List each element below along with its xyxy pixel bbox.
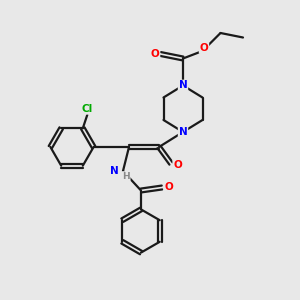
Text: H: H: [122, 172, 130, 181]
Text: O: O: [173, 160, 182, 170]
Text: N: N: [110, 166, 119, 176]
Text: O: O: [164, 182, 173, 193]
Text: O: O: [151, 49, 160, 59]
Text: N: N: [178, 127, 188, 137]
Text: O: O: [200, 43, 208, 53]
Text: N: N: [178, 80, 188, 91]
Text: Cl: Cl: [82, 104, 93, 114]
